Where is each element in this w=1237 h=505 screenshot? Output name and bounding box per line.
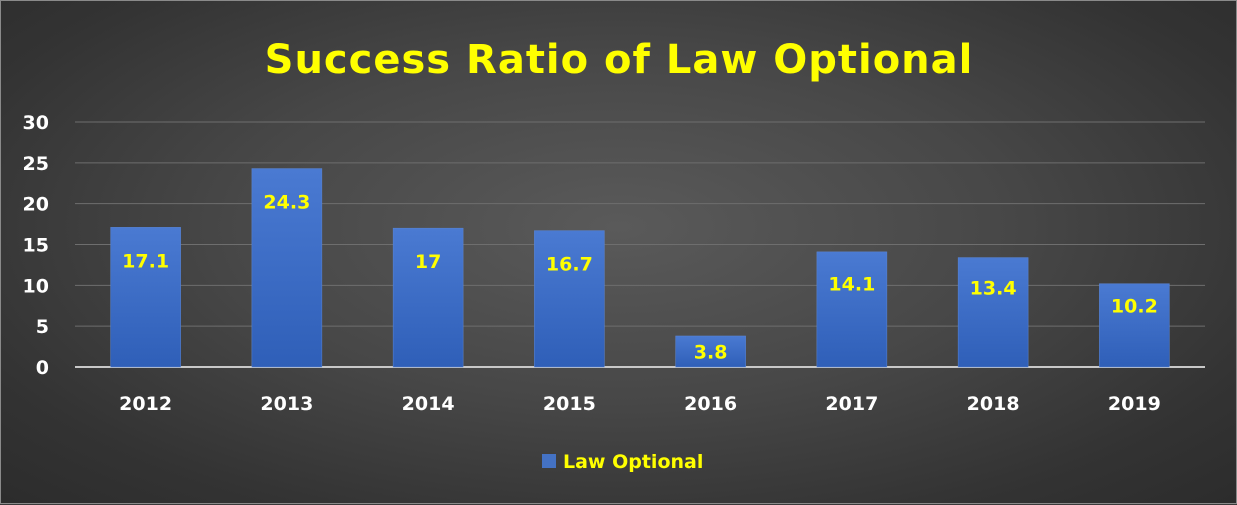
data-label-2016: 3.8: [694, 341, 728, 363]
x-axis: 2012 2013 2014 2015 2016 2017 2018 2019: [119, 393, 1161, 415]
x-tick-label-2019: 2019: [1108, 393, 1161, 415]
y-tick-label: 25: [23, 153, 49, 175]
y-tick-label: 5: [36, 316, 49, 338]
legend-swatch: [542, 454, 556, 468]
data-labels: 17.1 24.3 17 16.7 3.8 14.1 13.4 10.2: [122, 192, 1158, 364]
bar-series: [110, 168, 1170, 368]
x-tick-label-2013: 2013: [260, 393, 313, 415]
bar-2012: [110, 227, 181, 368]
bar-2013: [251, 168, 323, 368]
x-tick-label-2015: 2015: [543, 393, 596, 415]
data-label-2015: 16.7: [546, 254, 593, 276]
y-axis: 0 5 10 15 20 25 30: [23, 112, 49, 379]
data-label-2012: 17.1: [122, 250, 169, 272]
x-tick-label-2018: 2018: [967, 393, 1020, 415]
data-label-2019: 10.2: [1111, 295, 1158, 317]
bar-2019: [1099, 283, 1170, 368]
legend-label: Law Optional: [563, 451, 703, 473]
y-tick-label: 15: [23, 235, 49, 257]
bar-2015: [534, 230, 605, 368]
bar-2017: [816, 251, 888, 368]
legend: Law Optional: [542, 451, 703, 473]
x-tick-label-2012: 2012: [119, 393, 172, 415]
x-tick-label-2014: 2014: [402, 393, 455, 415]
y-tick-label: 30: [23, 112, 49, 134]
data-label-2018: 13.4: [970, 278, 1017, 300]
x-tick-label-2017: 2017: [825, 393, 878, 415]
y-tick-label: 0: [36, 357, 49, 379]
bar-2018: [957, 257, 1029, 368]
data-label-2013: 24.3: [263, 192, 310, 214]
y-tick-label: 10: [23, 275, 49, 297]
data-label-2017: 14.1: [828, 274, 875, 296]
bar-2014: [392, 227, 464, 368]
bar-2016: [675, 335, 746, 368]
data-label-2014: 17: [415, 251, 441, 273]
y-tick-label: 20: [23, 194, 49, 216]
chart-title: Success Ratio of Law Optional: [265, 37, 974, 83]
x-tick-label-2016: 2016: [684, 393, 737, 415]
gridlines: [75, 121, 1205, 368]
